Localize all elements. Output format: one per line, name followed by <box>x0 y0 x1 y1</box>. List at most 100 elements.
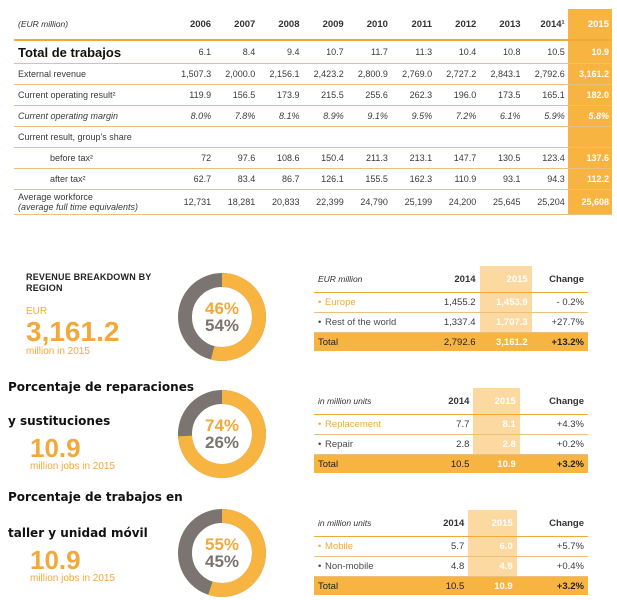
cell-change: +0.4% <box>556 561 584 572</box>
cell <box>258 127 302 148</box>
cell: 150.4 <box>321 153 344 163</box>
pct-top: 55% <box>204 535 240 554</box>
cell: 173.9 <box>276 90 300 100</box>
col-2015: 2015 <box>473 388 520 415</box>
cell: 119.9 <box>189 90 212 100</box>
cell: 6.1% <box>500 111 521 121</box>
row-label: External revenue <box>18 69 87 79</box>
row-label-text: Rest of the world <box>325 317 397 328</box>
cell-change: +3.2% <box>516 576 588 595</box>
row-label-text: Non-mobile <box>325 561 374 572</box>
table-row: Current operating result² 119.9 156.5 17… <box>14 84 612 106</box>
cell-2015: 112.2 <box>567 168 612 190</box>
cell: 9.1% <box>367 111 388 121</box>
cell: 10.5 <box>547 47 565 57</box>
table-row: • Rest of the world 1,337.4 1,707.3 +27.7… <box>314 312 588 333</box>
cell: 262.3 <box>409 90 433 100</box>
col-2014: 2014 <box>454 273 476 285</box>
cell: 123.4 <box>542 153 565 163</box>
cell: 25,199 <box>404 197 433 207</box>
cell: 83.4 <box>237 174 256 184</box>
row-label: • Repair <box>314 435 427 455</box>
cell-change: +0.2% <box>556 439 584 450</box>
row-label: after tax² <box>50 174 86 184</box>
cell: 12,731 <box>183 197 212 207</box>
cell-change: - 0.2% <box>556 297 584 308</box>
region-subtext: million in 2015 <box>26 346 90 357</box>
key-figures-table: (EUR million) 2006 2007 2008 2009 2010 2… <box>14 9 612 215</box>
cell: 2,769.0 <box>402 69 433 79</box>
year-header: 2009 <box>322 18 344 30</box>
total-row: Total 10.5 10.9 +3.2% <box>314 454 588 473</box>
cell-2015: 10.9 <box>468 576 517 595</box>
repairs-donut-labels: 74% 26% <box>177 417 267 451</box>
year-header: 2008 <box>278 18 300 30</box>
workshop-subtext: million jobs in 2015 <box>30 573 116 584</box>
cell <box>524 127 568 148</box>
year-header: 2011 <box>411 18 433 30</box>
cell: 62.7 <box>193 174 212 184</box>
donut-orange-segment <box>178 273 266 361</box>
repairs-table: in million units 2014 2015 Change • Repla… <box>314 388 588 473</box>
bullet-icon: • <box>318 317 322 328</box>
cell: 173.5 <box>497 90 521 100</box>
cell: 110.9 <box>454 174 477 184</box>
total-label: Total <box>314 332 428 351</box>
workforce-label-line2: (average full time equivalents) <box>18 202 139 212</box>
row-label-text: Mobile <box>325 541 353 552</box>
cell-2015: 3,161.2 <box>479 332 532 351</box>
cell: 24,790 <box>360 197 388 207</box>
col-2014: 2014 <box>443 517 465 529</box>
cell: 2,727.2 <box>446 69 477 79</box>
cell-2015: 182.0 <box>567 84 612 106</box>
cell: 97.6 <box>237 153 256 163</box>
cell: 5.7 <box>451 541 465 552</box>
cell: 4.8 <box>451 561 465 572</box>
key-figures-header-row: (EUR million) 2006 2007 2008 2009 2010 2… <box>14 9 612 40</box>
cell: 10.7 <box>326 47 344 57</box>
cell: 2,792.6 <box>427 332 480 351</box>
region-title-line2: REGION <box>26 283 63 293</box>
workshop-table: in million units 2014 2015 Change • Mobil… <box>314 510 588 595</box>
row-label: before tax² <box>50 153 94 163</box>
cell-2015: 1,453.9 <box>479 292 532 313</box>
cell: 196.0 <box>453 90 477 100</box>
col-change: Change <box>549 395 584 407</box>
pct-bottom: 45% <box>204 552 240 571</box>
unit-label: in million units <box>318 518 372 528</box>
repairs-block: Porcentaje de reparaciones y sustitucion… <box>0 372 617 484</box>
row-label: • Mobile <box>314 537 420 557</box>
cell: 8.4 <box>242 47 256 57</box>
repairs-donut-chart <box>178 390 266 478</box>
table-row: Current operating margin 8.0% 7.8% 8.1% … <box>14 105 612 127</box>
cell-2015: 2.8 <box>473 434 520 455</box>
row-label: Total de trabajos <box>18 44 122 60</box>
cell: 1,455.2 <box>443 297 476 308</box>
cell <box>214 127 258 148</box>
region-value: 3,161.2 <box>26 316 120 347</box>
cell: 215.5 <box>321 90 344 100</box>
cell-2015: 6.0 <box>468 536 517 557</box>
cell: 7.7 <box>456 419 470 430</box>
cell-2015: 137.6 <box>567 147 612 169</box>
bullet-icon: • <box>318 419 322 430</box>
cell: 94.3 <box>547 174 565 184</box>
cell-change: +3.2% <box>519 454 588 473</box>
cell: 255.6 <box>365 90 388 100</box>
mini-header-row: EUR million 2014 2015 Change <box>314 266 588 293</box>
pct-top: 46% <box>204 299 240 318</box>
cell: 211.3 <box>366 153 388 163</box>
region-block: REVENUE BREAKDOWN BY REGION EUR 3,161.2 … <box>0 262 617 372</box>
cell: 8.9% <box>323 111 344 121</box>
col-change: Change <box>549 517 584 529</box>
workshop-value: 10.9 <box>30 545 81 575</box>
table-row: • Repair 2.8 2.8 +0.2% <box>314 434 588 455</box>
cell: 10.5 <box>427 454 474 473</box>
col-2015: 2015 <box>479 266 532 293</box>
col-2015: 2015 <box>468 510 517 537</box>
total-row: Total 10.5 10.9 +3.2% <box>314 576 588 595</box>
table-row: • Non-mobile 4.8 4.9 +0.4% <box>314 556 588 577</box>
row-label: Current result, group's share <box>18 132 132 142</box>
cell: 1,337.4 <box>443 317 476 328</box>
cell: 108.6 <box>276 153 300 163</box>
